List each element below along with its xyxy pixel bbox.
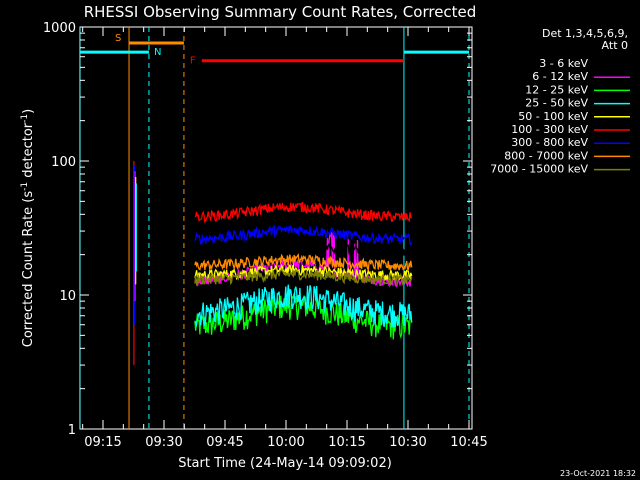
legend-entry-label: 100 - 300 keV	[511, 123, 588, 136]
legend-entry-label: 3 - 6 keV	[539, 57, 588, 70]
y-tick-label: 1000	[43, 21, 76, 36]
series-line	[194, 224, 413, 246]
y-axis-label: Corrected Count Rate (s-1 detector-1)	[20, 109, 36, 347]
flag-label: N	[154, 47, 161, 58]
x-tick-label: 10:00	[267, 435, 304, 450]
legend-entry-label: 300 - 800 keV	[511, 136, 588, 149]
legend-entry-label: 800 - 7000 keV	[504, 149, 588, 162]
legend-entry-label: 50 - 100 keV	[518, 110, 588, 123]
flag-label: F	[190, 56, 196, 67]
y-tick-label: 100	[51, 155, 76, 170]
chart-title: RHESSI Observing Summary Count Rates, Co…	[84, 3, 477, 21]
legend-header-line1: Det 1,3,4,5,6,9,	[542, 27, 628, 40]
y-tick-label: 1	[68, 423, 76, 438]
legend-entry-label: 12 - 25 keV	[525, 83, 588, 96]
x-tick-label: 09:15	[84, 435, 121, 450]
x-axis-ticks: 09:15 09:30 09:45 10:00 10:15 10:30 10:45	[82, 27, 488, 450]
x-tick-label: 09:45	[206, 435, 243, 450]
x-tick-label: 10:15	[328, 435, 365, 450]
flag-label: S	[115, 33, 121, 44]
x-tick-label: 09:30	[145, 435, 182, 450]
y-tick-label: 10	[59, 289, 76, 304]
series-line	[194, 229, 413, 289]
x-tick-label: 10:45	[450, 435, 487, 450]
legend-entry-label: 6 - 12 keV	[532, 70, 588, 83]
x-axis-label: Start Time (24-May-14 09:09:02)	[178, 456, 392, 471]
series-line	[194, 284, 413, 328]
series-line	[194, 268, 413, 287]
series-line	[194, 293, 413, 340]
series-line	[194, 238, 413, 260]
series-line	[194, 253, 413, 272]
x-tick-label: 10:30	[389, 435, 426, 450]
legend-header-line2: Att 0	[602, 39, 628, 52]
date-stamp: 23-Oct-2021 18:32	[560, 469, 636, 478]
legend-entry-label: 25 - 50 keV	[525, 97, 588, 110]
plot-area: S N F	[79, 26, 473, 430]
series-line	[194, 201, 413, 224]
y-axis-ticks: 1 10 100 1000	[43, 21, 472, 438]
legend-entry-label: 7000 - 15000 keV	[490, 163, 588, 176]
